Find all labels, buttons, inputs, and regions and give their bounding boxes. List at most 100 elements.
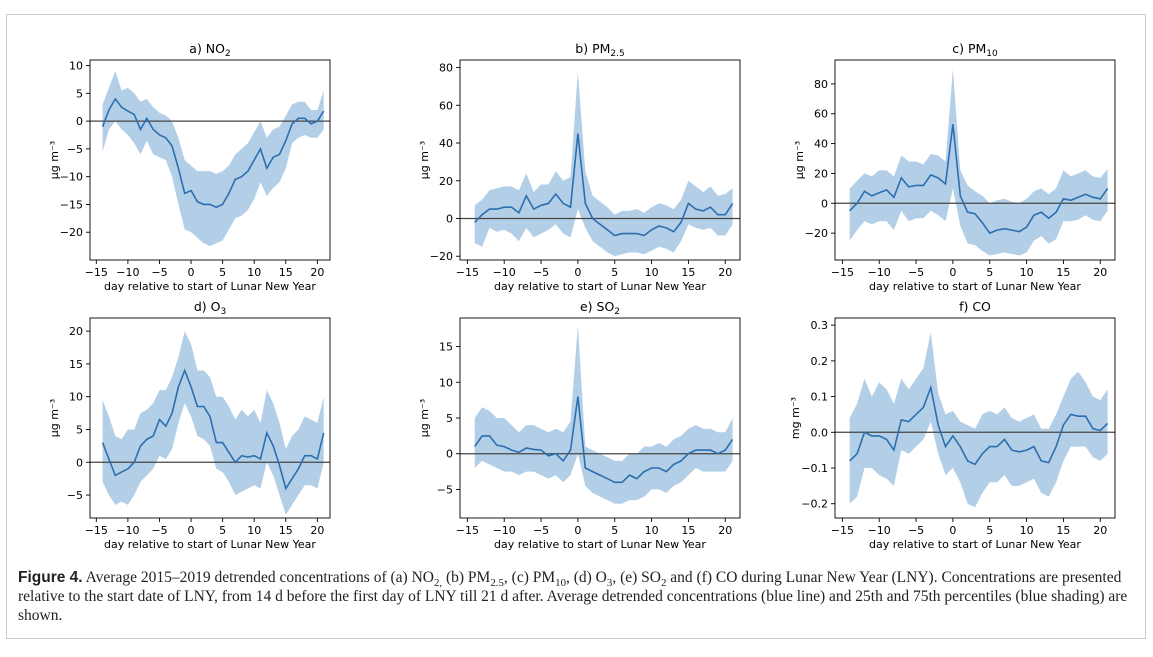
- y-tick-label: −5: [67, 143, 83, 156]
- x-tick-label: −5: [908, 266, 924, 279]
- caption-subscript: 2,: [433, 577, 443, 590]
- x-tick-label: 5: [986, 524, 993, 537]
- x-tick-label: 20: [1093, 266, 1107, 279]
- x-tick-label: 0: [949, 266, 956, 279]
- caption-subscript: 2: [660, 577, 667, 590]
- x-tick-label: −10: [493, 524, 516, 537]
- mean-line: [474, 133, 734, 237]
- x-tick-label: 15: [279, 524, 293, 537]
- mean-line: [849, 124, 1109, 235]
- chart-title-main: f) CO: [959, 299, 991, 314]
- y-tick-label: 10: [69, 391, 83, 404]
- y-tick-label: 0.1: [811, 391, 829, 404]
- x-tick-label: 10: [1020, 524, 1034, 537]
- x-tick-label: 5: [611, 266, 618, 279]
- x-tick-label: −5: [533, 266, 549, 279]
- x-tick-label: 15: [1056, 266, 1070, 279]
- y-tick-label: 5: [76, 423, 83, 436]
- y-tick-label: 5: [76, 87, 83, 100]
- x-tick-label: 0: [949, 524, 956, 537]
- caption-segment: , (e) SO: [612, 569, 661, 586]
- x-tick-label: 10: [247, 266, 261, 279]
- y-axis-label: µg m⁻³: [48, 399, 61, 437]
- mean-line: [849, 384, 1109, 466]
- percentile-band: [849, 69, 1108, 256]
- y-tick-label: −0.1: [801, 462, 828, 475]
- caption-subscript: 10: [555, 577, 566, 590]
- y-tick-label: −20: [430, 250, 453, 263]
- y-tick-label: 15: [69, 358, 83, 371]
- figure-label: Figure 4.: [18, 569, 83, 586]
- x-tick-label: 20: [718, 524, 732, 537]
- y-tick-label: 40: [439, 137, 453, 150]
- caption-text: Average 2015–2019 detrended concentratio…: [18, 569, 1127, 624]
- y-tick-label: 0: [821, 197, 828, 210]
- percentile-band: [102, 71, 324, 247]
- x-tick-label: −5: [908, 524, 924, 537]
- y-tick-label: −0.2: [801, 498, 828, 511]
- x-tick-label: −15: [85, 524, 108, 537]
- caption-segment: and (f) CO during Lunar New Year (LNY). …: [18, 569, 1128, 624]
- x-tick-label: 15: [279, 266, 293, 279]
- x-axis-label: day relative to start of Lunar New Year: [494, 538, 706, 551]
- y-tick-label: 20: [69, 325, 83, 338]
- percentile-band: [474, 325, 733, 504]
- y-tick-label: 15: [439, 341, 453, 354]
- x-tick-label: 15: [681, 266, 695, 279]
- y-tick-label: 80: [439, 62, 453, 75]
- y-tick-label: 60: [814, 108, 828, 121]
- x-axis-label: day relative to start of Lunar New Year: [104, 280, 316, 293]
- x-tick-label: 20: [310, 524, 324, 537]
- y-tick-label: 0.3: [811, 319, 829, 332]
- caption-subscript: 3: [606, 577, 613, 590]
- y-tick-label: 10: [69, 60, 83, 73]
- x-tick-label: 20: [718, 266, 732, 279]
- x-tick-label: 5: [611, 524, 618, 537]
- x-tick-label: −15: [456, 266, 479, 279]
- x-tick-label: 5: [219, 266, 226, 279]
- y-tick-label: −20: [805, 227, 828, 240]
- y-tick-label: −10: [60, 171, 83, 184]
- x-tick-label: −5: [151, 524, 167, 537]
- x-tick-label: −15: [831, 524, 854, 537]
- x-tick-label: 0: [188, 524, 195, 537]
- x-tick-label: 10: [1020, 266, 1034, 279]
- y-tick-label: 0.2: [811, 355, 829, 368]
- chart-title-main: b) PM: [575, 41, 610, 56]
- chart-title-main: c) PM: [952, 41, 986, 56]
- x-tick-label: −10: [493, 266, 516, 279]
- y-tick-label: −5: [437, 483, 453, 496]
- x-tick-label: 15: [1056, 524, 1070, 537]
- x-tick-label: 15: [681, 524, 695, 537]
- x-tick-label: 10: [645, 524, 659, 537]
- y-tick-label: −20: [60, 226, 83, 239]
- figure-caption: Figure 4. Average 2015–2019 detrended co…: [18, 568, 1133, 625]
- y-tick-label: 60: [439, 99, 453, 112]
- mean-line: [101, 97, 325, 209]
- chart-title-subscript: 2: [614, 307, 620, 317]
- chart-title-subscript: 3: [220, 307, 226, 317]
- chart-title-main: e) SO: [580, 299, 614, 314]
- x-tick-label: −10: [868, 524, 891, 537]
- mean-line: [101, 368, 325, 491]
- caption-subscript: 2.5: [490, 577, 504, 590]
- x-tick-label: −10: [116, 266, 139, 279]
- y-tick-label: 5: [446, 412, 453, 425]
- chart-panel-0: −15 −10 −5 0 5 10 15 20 10 5 0 −5 −10 −15 −20 a) NO2 day…: [48, 41, 331, 293]
- caption-segment: Average 2015–2019 detrended concentratio…: [82, 569, 434, 586]
- chart-title-subscript: 10: [986, 49, 998, 59]
- caption-segment: , (c) PM: [503, 569, 556, 586]
- chart-title-main: d) O: [194, 299, 221, 314]
- y-axis-label: µg m⁻³: [793, 141, 806, 179]
- chart-title: e) SO2: [580, 299, 620, 317]
- axes-frame: [459, 59, 741, 261]
- chart-title: d) O3: [194, 299, 226, 317]
- chart-panel-5: −15 −10 −5 0 5 10 15 20 0.3 0.2 0.1 0.0 −0.1 −0.2 f) C…: [789, 299, 1116, 551]
- y-tick-label: −5: [67, 489, 83, 502]
- x-tick-label: 20: [310, 266, 324, 279]
- y-axis-label: µg m⁻³: [418, 141, 431, 179]
- x-axis-label: day relative to start of Lunar New Year: [494, 280, 706, 293]
- percentile-band: [102, 331, 324, 515]
